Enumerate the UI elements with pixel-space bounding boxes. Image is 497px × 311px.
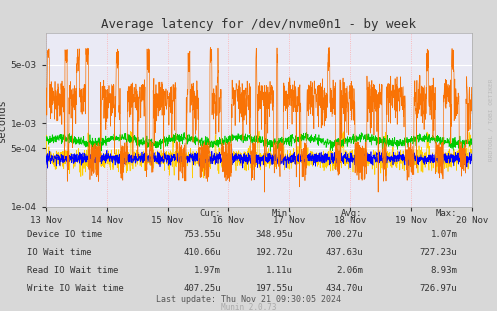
Text: 192.72u: 192.72u: [255, 248, 293, 257]
Y-axis label: seconds: seconds: [0, 98, 6, 142]
Text: RRDTOOL / TOBI OETIKER: RRDTOOL / TOBI OETIKER: [488, 78, 493, 161]
Text: Cur:: Cur:: [200, 209, 221, 218]
Text: Munin 2.0.73: Munin 2.0.73: [221, 303, 276, 311]
Text: Device IO time: Device IO time: [27, 230, 102, 239]
Text: Avg:: Avg:: [341, 209, 363, 218]
Text: 1.07m: 1.07m: [430, 230, 457, 239]
Text: 1.11u: 1.11u: [266, 266, 293, 275]
Text: 434.70u: 434.70u: [325, 284, 363, 293]
Text: 348.95u: 348.95u: [255, 230, 293, 239]
Text: 437.63u: 437.63u: [325, 248, 363, 257]
Text: 410.66u: 410.66u: [183, 248, 221, 257]
Text: IO Wait time: IO Wait time: [27, 248, 92, 257]
Title: Average latency for /dev/nvme0n1 - by week: Average latency for /dev/nvme0n1 - by we…: [101, 18, 416, 31]
Text: 407.25u: 407.25u: [183, 284, 221, 293]
Text: 8.93m: 8.93m: [430, 266, 457, 275]
Text: Min:: Min:: [272, 209, 293, 218]
Text: 197.55u: 197.55u: [255, 284, 293, 293]
Text: 726.97u: 726.97u: [419, 284, 457, 293]
Text: Max:: Max:: [436, 209, 457, 218]
Text: 2.06m: 2.06m: [336, 266, 363, 275]
Text: 753.55u: 753.55u: [183, 230, 221, 239]
Text: 727.23u: 727.23u: [419, 248, 457, 257]
Text: Write IO Wait time: Write IO Wait time: [27, 284, 124, 293]
Text: 1.97m: 1.97m: [194, 266, 221, 275]
Text: Last update: Thu Nov 21 09:30:05 2024: Last update: Thu Nov 21 09:30:05 2024: [156, 295, 341, 304]
Text: 700.27u: 700.27u: [325, 230, 363, 239]
Text: Read IO Wait time: Read IO Wait time: [27, 266, 119, 275]
